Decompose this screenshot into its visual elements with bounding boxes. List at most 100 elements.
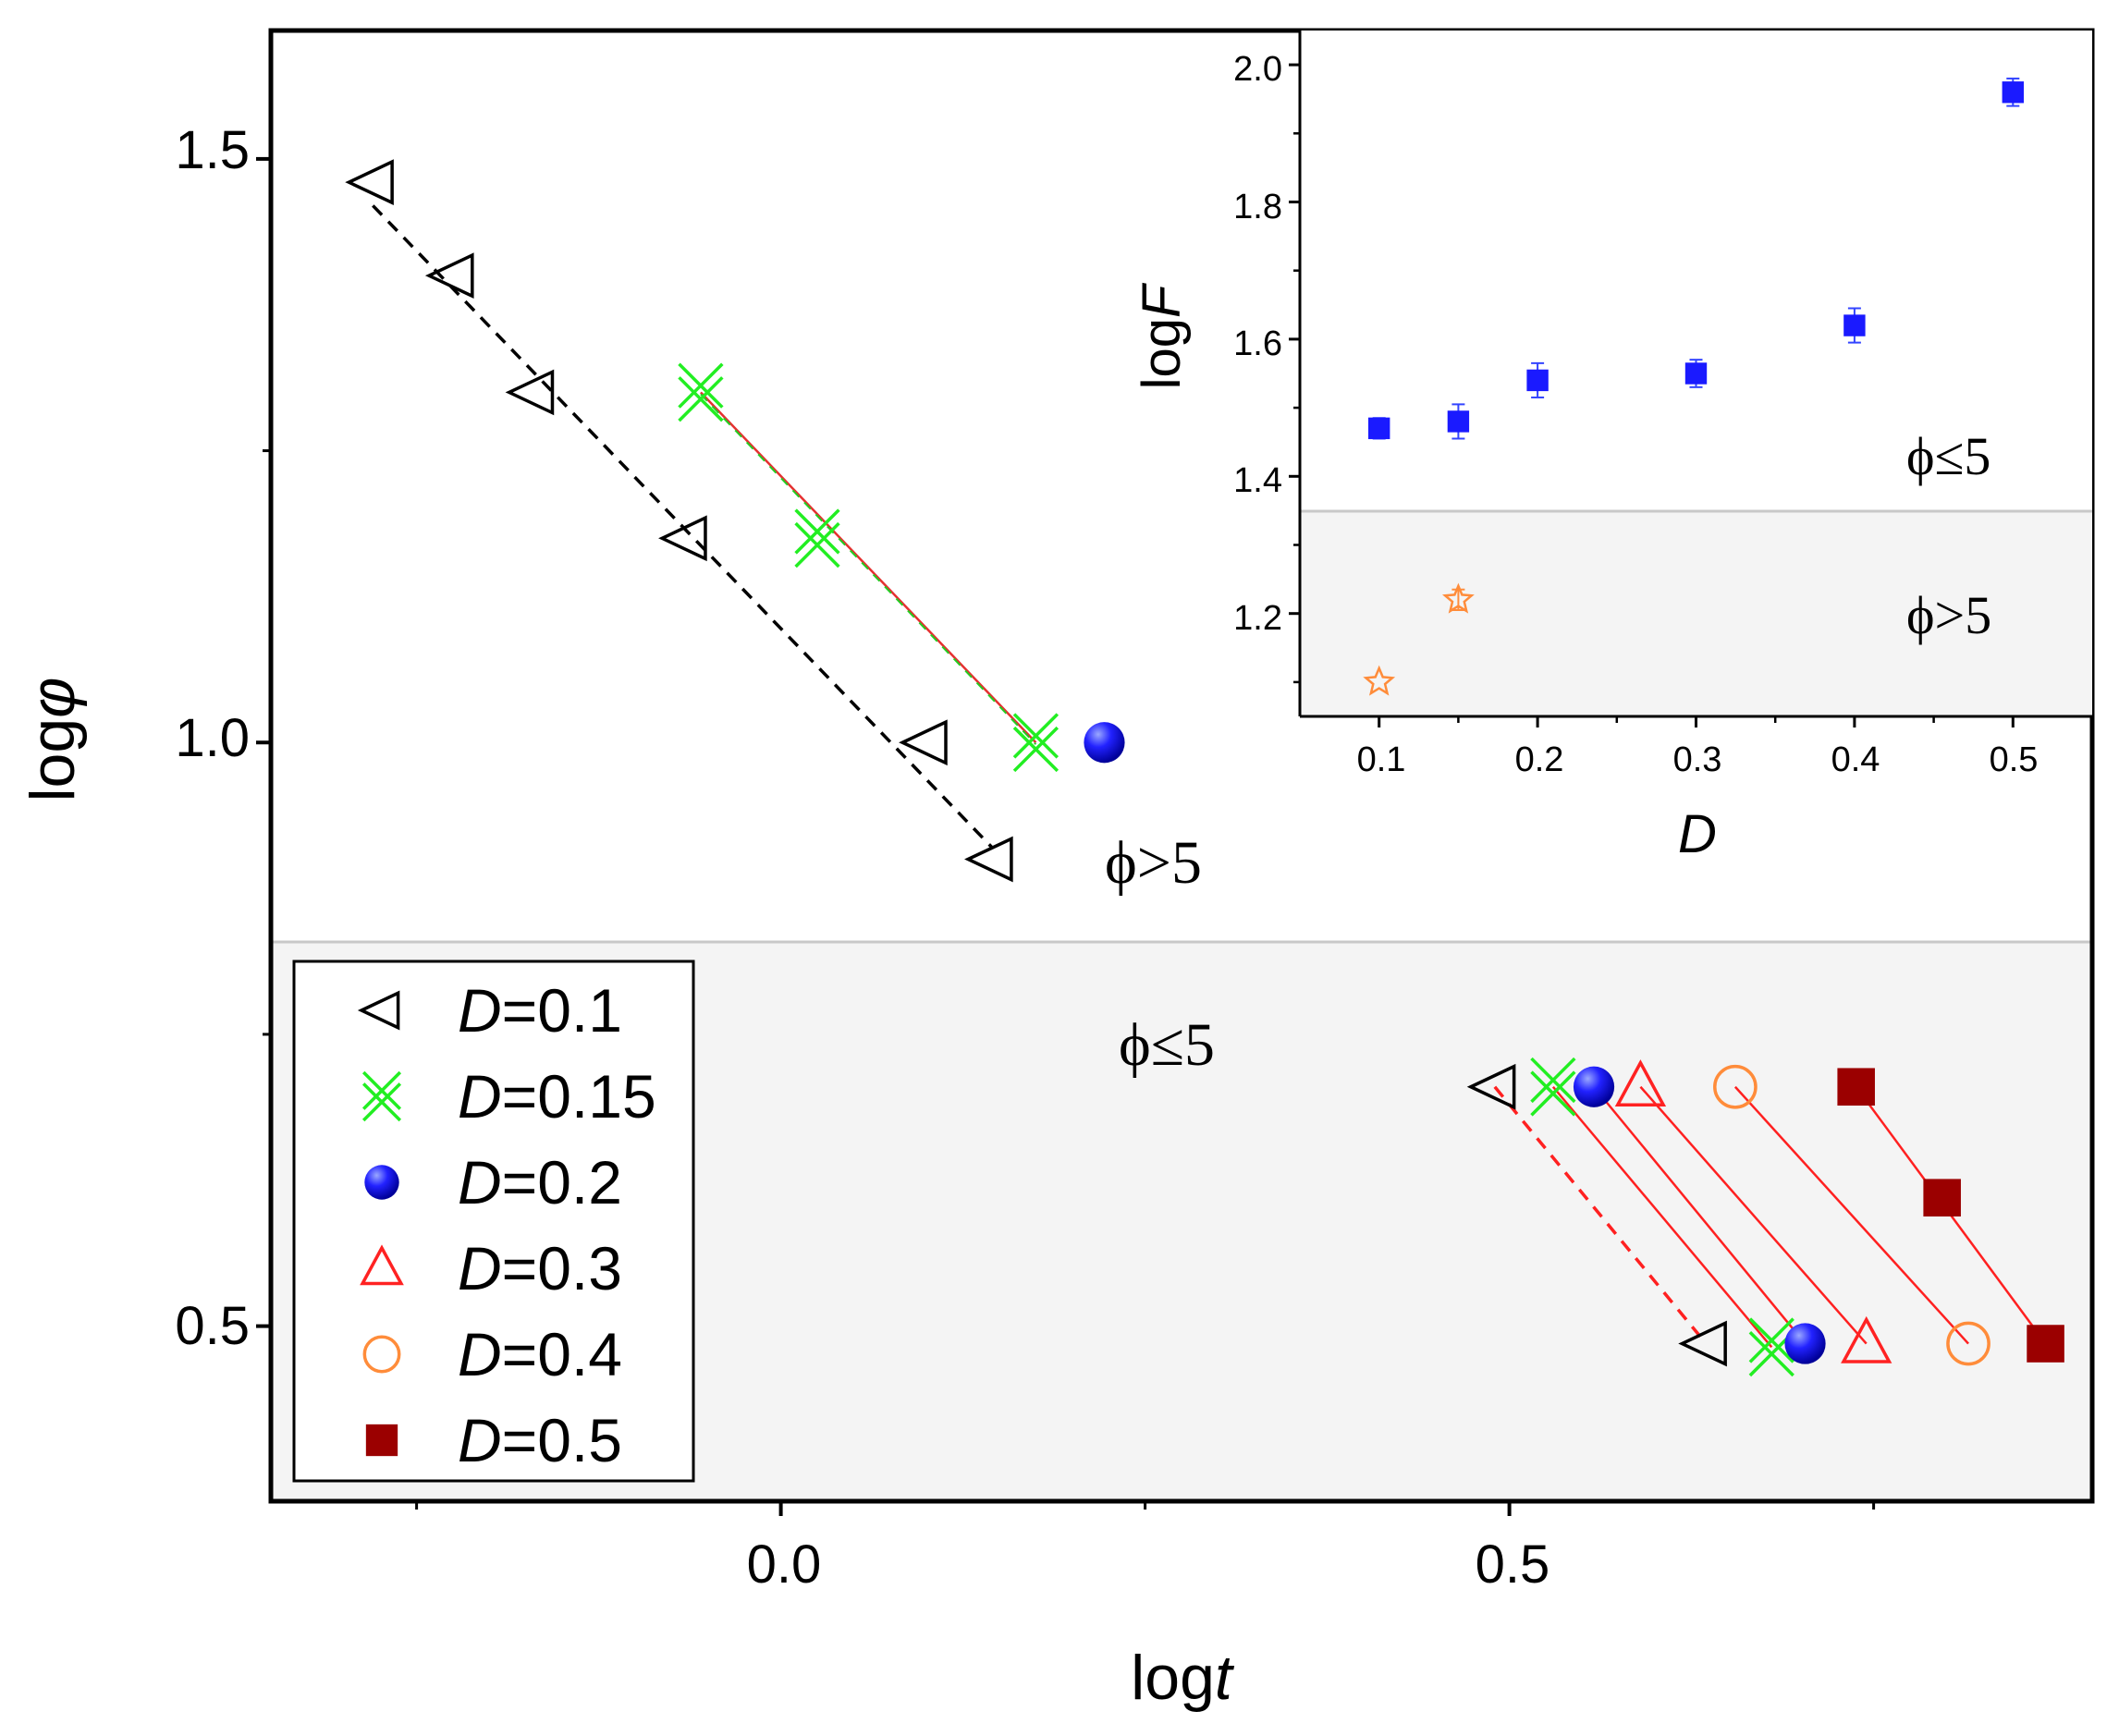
data-point [1923,1179,1961,1216]
data-point [1748,1317,1794,1377]
fit-line-1 [700,391,1037,744]
legend-label-value: =0.3 [502,1234,622,1302]
legend-entry-0: D=0.1 [458,976,622,1045]
inset-ytick-label-1-2: 1.2 [1233,599,1282,638]
main-y-axis-title: logφ [18,677,88,801]
legend-label-var: D [458,976,502,1045]
main-ytick-label-0-5: 0.5 [175,1296,250,1356]
inset-xtick-label-0-5: 0.5 [1990,740,2039,779]
main-ytick-label-1-0: 1.0 [175,708,250,768]
inset-data-point [1447,410,1470,433]
legend-entry-1: D=0.15 [458,1062,656,1131]
legend-marker [357,990,400,1031]
fit-line-6 [1639,1085,1868,1345]
inset-data-points [1363,77,2024,696]
inset-ytick-label-1-8: 1.8 [1233,188,1282,226]
legend-markers [357,990,404,1457]
inset-data-point [1843,314,1866,336]
data-point [678,362,724,422]
legend-marker [362,1335,401,1374]
main-y-axis-title-var: φ [18,677,88,717]
main-region-label-upper: ϕ>5 [1105,829,1202,897]
data-point [1573,1066,1615,1107]
main-ytick-label-1-5: 1.5 [175,120,250,180]
inset-xtick-label-0-4: 0.4 [1831,740,1880,779]
inset-chart: 1.2 1.4 1.6 1.8 2.0 0.1 0.2 0.3 0.4 0.5 … [1132,31,2092,864]
legend-label: D=0.1 [458,976,622,1045]
main-x-axis-title: logt [1131,1643,1235,1713]
legend-label-var: D [458,1406,502,1474]
inset-ytick-label-2-0: 2.0 [1233,50,1282,89]
inset-data-point [1363,665,1396,696]
legend-label-value: =0.5 [502,1406,622,1474]
data-point [1841,1315,1892,1363]
legend-label-value: =0.1 [502,976,622,1045]
inset-y-axis-title-prefix: log [1132,318,1192,389]
data-point [964,836,1013,883]
inset-region-label-upper: ϕ≤5 [1906,426,1990,486]
fit-line-4 [1551,1085,1773,1349]
main-fit-lines [372,204,2047,1349]
legend-label-var: D [458,1148,502,1216]
data-point [1012,713,1060,773]
data-point [1678,1320,1727,1367]
data-point [345,159,394,206]
inset-shaded-region [1300,511,2092,716]
data-point [424,252,474,300]
inset-y-axis-title-var: F [1132,282,1192,318]
legend-box [292,960,695,1483]
legend-label: D=0.2 [458,1148,622,1216]
inset-xtick-label-0-3: 0.3 [1673,740,1722,779]
inset-x-axis-title: D [1678,804,1717,864]
data-point [1084,722,1125,764]
main-y-axis-title-prefix: log [18,718,88,802]
data-point [1614,1059,1667,1106]
legend-label-value: =0.2 [502,1148,622,1216]
main-plot-frame [268,28,2095,1504]
legend-label-value: =0.15 [502,1062,656,1131]
legend-label: D=0.4 [458,1320,622,1388]
legend-label-var: D [458,1062,502,1131]
legend-label-var: D [458,1320,502,1388]
data-point [1713,1064,1758,1109]
inset-xtick-label-0-1: 0.1 [1357,740,1406,779]
main-xtick-label-0-5: 0.5 [1476,1534,1550,1595]
inset-xtick-label-0-2: 0.2 [1515,740,1564,779]
inset-data-point [1368,417,1390,440]
main-x-axis-title-var: t [1215,1643,1235,1713]
data-point [2027,1325,2064,1363]
inset-data-point [1684,362,1708,385]
legend-label-var: D [458,1234,502,1302]
inset-axis-ticks [1289,63,2015,727]
inset-data-point [2002,81,2024,104]
legend-entry-3: D=0.3 [458,1234,622,1302]
fit-line-7 [1733,1085,1969,1345]
fit-line-0 [372,204,994,850]
data-point [794,508,840,568]
fit-line-5 [1593,1085,1807,1345]
legend-entry-4: D=0.4 [458,1320,622,1388]
legend-marker [365,1424,398,1457]
legend-marker [360,1244,404,1286]
legend-entry-2: D=0.2 [458,1148,622,1216]
data-point [1530,1057,1576,1117]
legend: D=0.1 D=0.15 D=0.2 D=0.3 D=0.4 D=0.5 [292,960,695,1483]
data-point [658,515,707,562]
main-xtick-label-0-0: 0.0 [747,1534,822,1595]
data-point [1466,1063,1516,1110]
inset-y-axis-title: logF [1132,282,1192,389]
legend-label: D=0.15 [458,1062,656,1131]
inset-ytick-label-1-4: 1.4 [1233,461,1282,500]
main-data-points [345,159,2064,1377]
legend-marker [361,1070,402,1122]
main-axis-ticks [256,156,1876,1516]
legend-label-value: =0.4 [502,1320,622,1388]
data-point [899,719,948,766]
inset-ytick-label-1-6: 1.6 [1233,324,1282,363]
fit-line-underlay [700,393,1037,745]
legend-label: D=0.3 [458,1234,622,1302]
data-point [505,369,555,416]
legend-entry-5: D=0.5 [458,1406,622,1474]
inset-region-label-lower: ϕ>5 [1906,585,1991,645]
